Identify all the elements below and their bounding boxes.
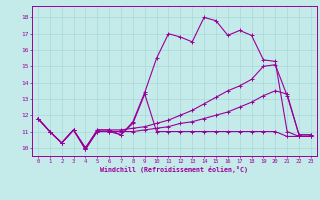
X-axis label: Windchill (Refroidissement éolien,°C): Windchill (Refroidissement éolien,°C) [100,166,248,173]
